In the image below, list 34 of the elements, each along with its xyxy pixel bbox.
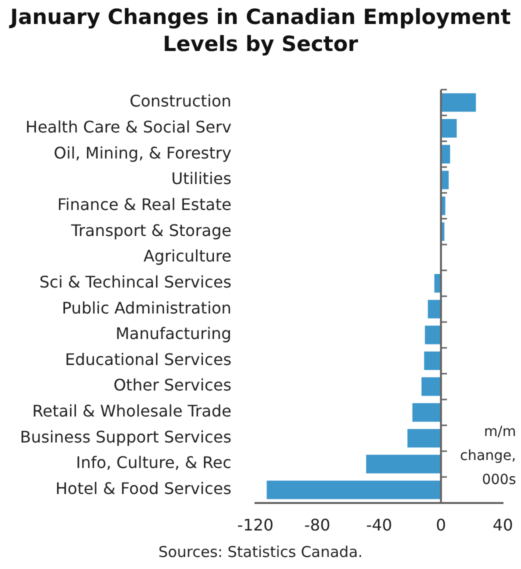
x-tick-label: -120 bbox=[237, 516, 274, 535]
bar bbox=[440, 93, 476, 112]
y-tick-label: Manufacturing bbox=[116, 324, 232, 344]
y-tick-label: Utilities bbox=[171, 169, 232, 188]
annotation: m/m change, 000s bbox=[459, 423, 516, 490]
y-tick-label: Other Services bbox=[113, 376, 232, 395]
y-tick-label: Info, Culture, & Rec bbox=[76, 453, 232, 472]
x-tick-label: -80 bbox=[304, 516, 330, 535]
y-tick-label: Oil, Mining, & Forestry bbox=[54, 143, 232, 162]
y-tick-label: Health Care & Social Serv bbox=[26, 117, 232, 136]
bar bbox=[440, 119, 457, 138]
y-tick-label: Finance & Real Estate bbox=[57, 194, 232, 214]
y-tick-label: Transport & Storage bbox=[70, 220, 232, 240]
x-tick-label: 40 bbox=[492, 516, 513, 535]
bar bbox=[407, 428, 441, 448]
bar bbox=[366, 454, 441, 474]
y-tick-label: Hotel & Food Services bbox=[55, 479, 232, 498]
bar bbox=[424, 326, 441, 344]
y-tick-label: Public Administration bbox=[62, 298, 232, 318]
x-tick-label: 0 bbox=[436, 516, 446, 535]
bar bbox=[424, 351, 441, 370]
bar bbox=[266, 480, 441, 500]
bar bbox=[428, 300, 441, 318]
y-tick-label: Retail & Wholesale Trade bbox=[32, 402, 232, 421]
bar bbox=[412, 403, 441, 422]
y-tick-label: Sci & Techincal Services bbox=[39, 272, 232, 292]
chart-title: January Changes in Canadian Employment Levels by Sector bbox=[8, 4, 512, 58]
x-tick-label: -40 bbox=[366, 516, 392, 535]
y-tick-label: Educational Services bbox=[64, 350, 232, 369]
y-tick-label: Construction bbox=[130, 92, 232, 111]
y-tick-label: Agriculture bbox=[143, 246, 232, 266]
source-note: Sources: Statistics Canada. bbox=[157, 543, 364, 561]
y-tick-label: Business Support Services bbox=[20, 427, 232, 446]
bar bbox=[421, 377, 441, 396]
